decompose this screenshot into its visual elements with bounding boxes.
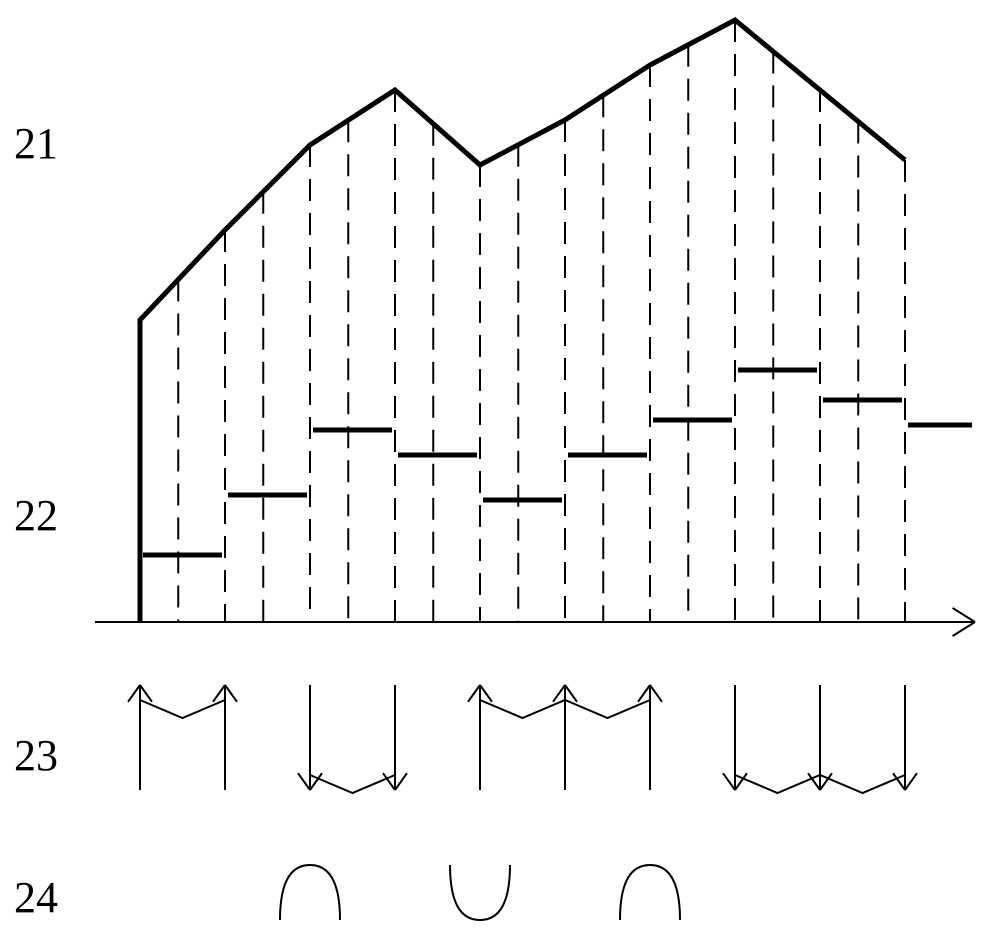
diagram-canvas	[0, 0, 1000, 932]
